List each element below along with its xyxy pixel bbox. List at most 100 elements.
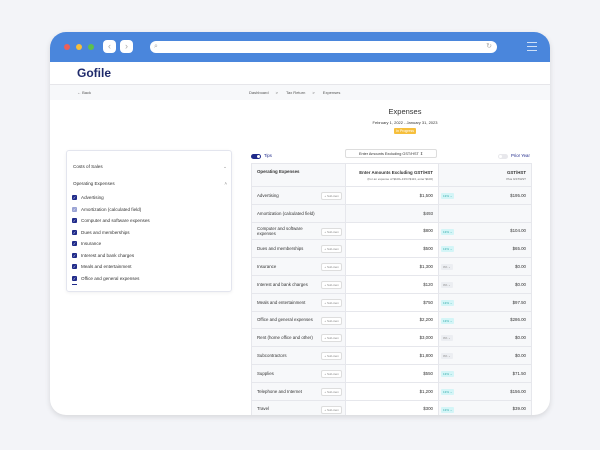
tax-rate-select[interactable]: 13% ⌄ (441, 193, 455, 199)
amount-input[interactable]: $500 (345, 239, 439, 259)
expense-name-cell: Interest and bank charges + Sub-item (251, 274, 346, 294)
hamburger-menu-icon[interactable] (527, 42, 537, 54)
tax-rate-select[interactable]: 0% ⌄ (441, 335, 453, 342)
amount-input[interactable]: $800 (345, 221, 439, 241)
breadcrumb-tax-return[interactable]: Tax Return (285, 90, 306, 95)
gst-amount: $39.00 (512, 406, 526, 412)
amount-input[interactable]: $3,000 (345, 328, 439, 348)
header-name: Operating Expenses (251, 163, 346, 187)
amount-input[interactable]: $550 (345, 363, 439, 383)
add-sub-item-button[interactable]: + Sub-item (321, 316, 342, 325)
tax-rate-value: 0% (443, 282, 448, 287)
tax-rate-select[interactable]: 13% ⌄ (441, 406, 455, 413)
add-sub-item-button[interactable]: + Sub-item (321, 352, 342, 361)
browser-toolbar: ‹ › ⌕ ↻ (50, 32, 550, 62)
checkbox-checked-icon[interactable]: ✓ (72, 241, 77, 247)
amount-input[interactable]: $1,200 (345, 381, 439, 401)
gst-cell (438, 203, 532, 223)
expense-name-cell: Supplies + Sub-item (251, 363, 346, 383)
add-sub-item-button[interactable]: + Sub-item (321, 192, 342, 200)
reload-icon[interactable]: ↻ (486, 43, 492, 50)
amount-input[interactable]: $300 (345, 399, 439, 415)
table-row: Travel + Sub-item $300 13% ⌄ $39.00 (251, 399, 532, 415)
prior-year-toggle[interactable] (498, 154, 508, 159)
gst-amount: $195.00 (510, 192, 526, 198)
gst-amount: $0.00 (515, 281, 526, 287)
gst-cell: 13% ⌄ $97.50 (438, 292, 532, 312)
checkbox-item[interactable]: ✓ Office and general expenses (72, 276, 222, 284)
tax-rate-select[interactable]: 0% ⌄ (441, 281, 453, 288)
add-sub-item-button[interactable]: + Sub-item (321, 298, 342, 307)
add-sub-item-button[interactable]: + Sub-item (321, 387, 342, 396)
tax-rate-select[interactable]: 13% ⌄ (441, 228, 455, 235)
checkbox-item[interactable]: ✓ Amortization (calculated field) (72, 207, 222, 215)
add-sub-item-button[interactable]: + Sub-item (321, 369, 342, 378)
expense-name: Travel (257, 406, 270, 412)
minimize-dot-icon[interactable] (76, 44, 82, 50)
amount-input[interactable]: $2,200 (345, 310, 439, 330)
tax-rate-value: 13% (443, 389, 450, 394)
expense-name: Meals and entertainment (257, 299, 306, 305)
checkbox-item[interactable]: ✓ Computer and software expenses (72, 218, 222, 226)
back-link[interactable]: ← Back (77, 90, 92, 95)
address-bar[interactable]: ⌕ ↻ (150, 41, 497, 53)
checkbox-checked-icon[interactable]: ✓ (72, 206, 77, 212)
checkbox-item[interactable]: ✓ Interest and bank charges (72, 253, 222, 261)
gst-amount: $71.50 (512, 370, 526, 376)
close-dot-icon[interactable] (64, 44, 70, 50)
section-operating-expenses[interactable]: Operating Expenses ˄ (73, 181, 227, 186)
checkbox-item[interactable]: ✓ Advertising (72, 195, 222, 203)
maximize-dot-icon[interactable] (88, 44, 94, 50)
checkbox-item[interactable]: ✓ Meals and entertainment (72, 264, 222, 272)
logo[interactable]: Gofile (77, 66, 112, 80)
checkbox-checked-icon[interactable]: ✓ (72, 229, 77, 235)
gst-cell: 13% ⌄ $71.50 (438, 363, 532, 383)
checkbox-checked-icon[interactable]: ✓ (72, 275, 77, 281)
add-sub-item-button[interactable]: + Sub-item (321, 227, 342, 236)
checkbox-item[interactable]: ✓ Insurance (72, 241, 222, 249)
tax-rate-select[interactable]: 13% ⌄ (441, 246, 455, 253)
add-sub-item-button[interactable]: + Sub-item (321, 334, 342, 343)
checkbox-item[interactable]: ✓ Dues and memberships (72, 230, 222, 238)
add-sub-item-button[interactable]: + Sub-item (321, 245, 342, 254)
checkbox-label: Amortization (calculated field) (81, 206, 142, 212)
checkbox-checked-icon[interactable]: ✓ (72, 264, 77, 270)
expense-name-cell: Computer and software expenses + Sub-item (251, 221, 346, 241)
expense-name-cell: Insurance + Sub-item (251, 257, 346, 276)
forward-nav-icon[interactable]: › (120, 40, 133, 53)
add-sub-item-button[interactable]: + Sub-item (321, 405, 342, 414)
tax-rate-select[interactable]: 13% ⌄ (441, 299, 455, 306)
gst-amount: $156.00 (510, 388, 526, 394)
tax-rate-select[interactable]: 13% ⌄ (441, 388, 455, 395)
tax-rate-value: 13% (443, 229, 450, 234)
tax-rate-select[interactable]: 0% ⌄ (441, 353, 453, 360)
date-range: February 1, 2022 - January 31, 2023 (372, 120, 438, 125)
checkbox-checked-icon[interactable]: ✓ (72, 195, 77, 201)
amount-input[interactable]: $1,800 (345, 346, 439, 365)
checkbox-checked-icon[interactable]: ✓ (72, 218, 77, 224)
gst-cell: 13% ⌄ $156.00 (438, 381, 532, 401)
back-nav-icon[interactable]: ‹ (103, 40, 116, 53)
breadcrumb-dashboard[interactable]: Dashboard (249, 90, 269, 95)
amount-input[interactable]: $750 (345, 292, 439, 312)
expense-name-cell: Advertising + Sub-item (251, 186, 346, 205)
table-row: Telephone and Internet + Sub-item $1,200 … (251, 381, 532, 401)
table-row: Interest and bank charges + Sub-item $120… (251, 274, 532, 294)
app-header: Gofile (50, 62, 550, 85)
add-sub-item-button[interactable]: + Sub-item (321, 263, 342, 272)
section-costs-of-sales[interactable]: Costs of Sales ⌄ (73, 164, 227, 169)
tips-toggle[interactable] (251, 154, 261, 159)
add-sub-item-button[interactable]: + Sub-item (321, 280, 342, 289)
amount-mode-select[interactable]: Enter Amounts Excluding GST/HST ⇕ (345, 149, 437, 158)
tax-rate-select[interactable]: 0% ⌄ (441, 264, 453, 271)
amount-input: $493 (345, 203, 439, 223)
amount-input[interactable]: $1,300 (345, 257, 439, 276)
checkbox-checked-icon[interactable]: ✓ (72, 252, 77, 258)
tax-rate-select[interactable]: 13% ⌄ (441, 317, 455, 324)
tax-rate-value: 0% (443, 336, 448, 341)
amount-input[interactable]: $1,500 (345, 186, 439, 205)
amount-input[interactable]: $120 (345, 274, 439, 294)
checkbox-label: Office and general expenses (81, 275, 140, 281)
tax-rate-select[interactable]: 13% ⌄ (441, 370, 455, 377)
header-amount-label: Enter Amounts Excluding GST/HST (359, 169, 433, 175)
